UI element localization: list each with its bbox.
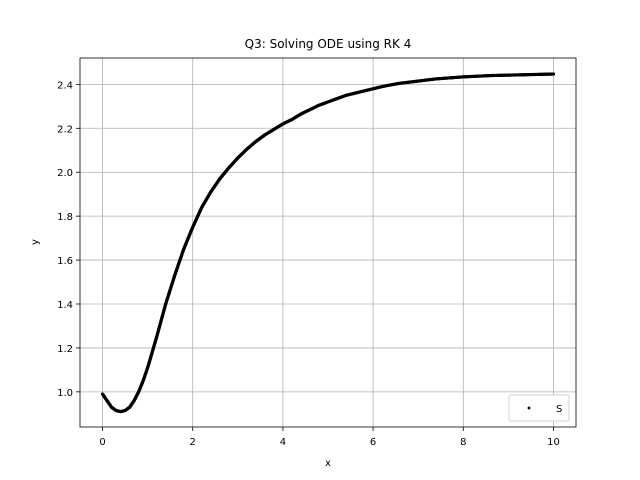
y-tick-label: 1.4 bbox=[57, 300, 73, 311]
chart-title: Q3: Solving ODE using RK 4 bbox=[245, 37, 412, 51]
data-point bbox=[551, 72, 556, 76]
y-tick-label: 2.2 bbox=[57, 124, 73, 135]
y-axis-label: y bbox=[30, 239, 41, 245]
x-tick-label: 2 bbox=[190, 437, 196, 448]
ticks-layer: 0 2 4 6 8 10 1.0 1.2 1.4 1.6 1.8 2.0 2.2 2.4 bbox=[57, 80, 560, 448]
x-tick-label: 10 bbox=[547, 437, 560, 448]
points-layer bbox=[100, 72, 556, 414]
plot-frame bbox=[79, 57, 577, 428]
legend-box bbox=[508, 394, 570, 422]
legend-label: S bbox=[556, 404, 562, 415]
y-tick-label: 2.4 bbox=[57, 80, 73, 91]
y-tick-label: 1.0 bbox=[57, 388, 73, 399]
x-tick-label: 6 bbox=[370, 437, 376, 448]
legend: S bbox=[508, 394, 570, 422]
y-tick-label: 1.8 bbox=[57, 212, 73, 223]
y-tick-label: 1.6 bbox=[57, 256, 73, 267]
x-tick-label: 8 bbox=[460, 437, 466, 448]
x-axis-label: x bbox=[325, 458, 331, 469]
y-tick-label: 1.2 bbox=[57, 344, 73, 355]
grid-layer bbox=[80, 58, 576, 427]
y-tick-label: 2.0 bbox=[57, 168, 73, 179]
x-tick-label: 0 bbox=[99, 437, 105, 448]
x-tick-label: 4 bbox=[280, 437, 286, 448]
legend-marker bbox=[527, 406, 531, 410]
